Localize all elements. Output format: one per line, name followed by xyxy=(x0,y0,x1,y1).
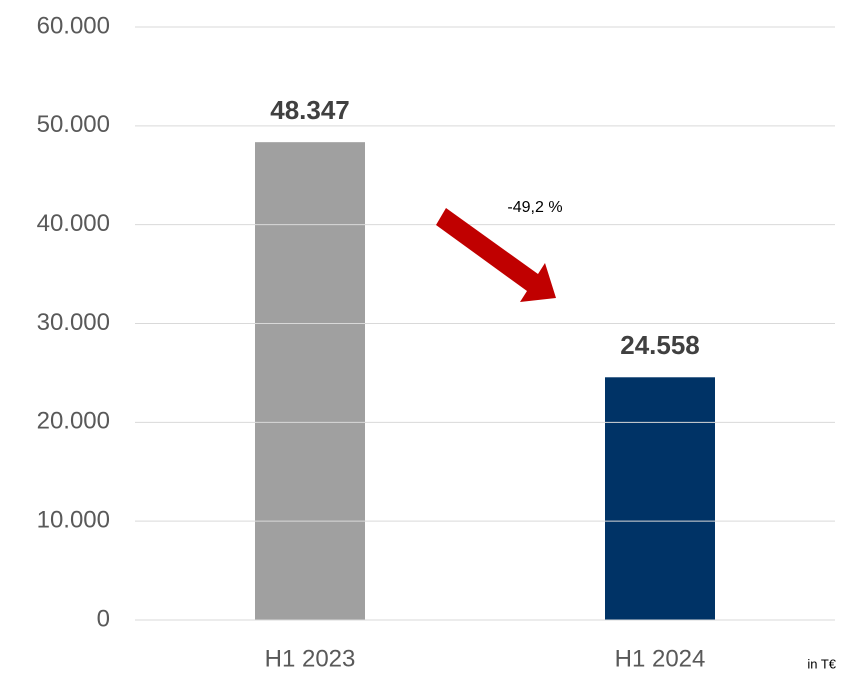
value-label: 48.347 xyxy=(270,95,350,125)
unit-note: in T€ xyxy=(807,656,836,671)
y-tick-label: 60.000 xyxy=(37,12,110,39)
x-tick-label: H1 2024 xyxy=(615,645,706,672)
trend-arrow xyxy=(436,208,556,302)
y-tick-label: 0 xyxy=(97,605,110,632)
y-tick-label: 30.000 xyxy=(37,309,110,336)
y-tick-label: 10.000 xyxy=(37,507,110,534)
x-tick-label: H1 2023 xyxy=(265,645,356,672)
y-tick-label: 40.000 xyxy=(37,210,110,237)
value-label: 24.558 xyxy=(620,330,700,360)
bar xyxy=(605,377,715,620)
change-annotation: -49,2 % xyxy=(507,199,562,216)
bar xyxy=(255,142,365,621)
y-tick-label: 20.000 xyxy=(37,408,110,435)
y-tick-label: 50.000 xyxy=(37,111,110,138)
